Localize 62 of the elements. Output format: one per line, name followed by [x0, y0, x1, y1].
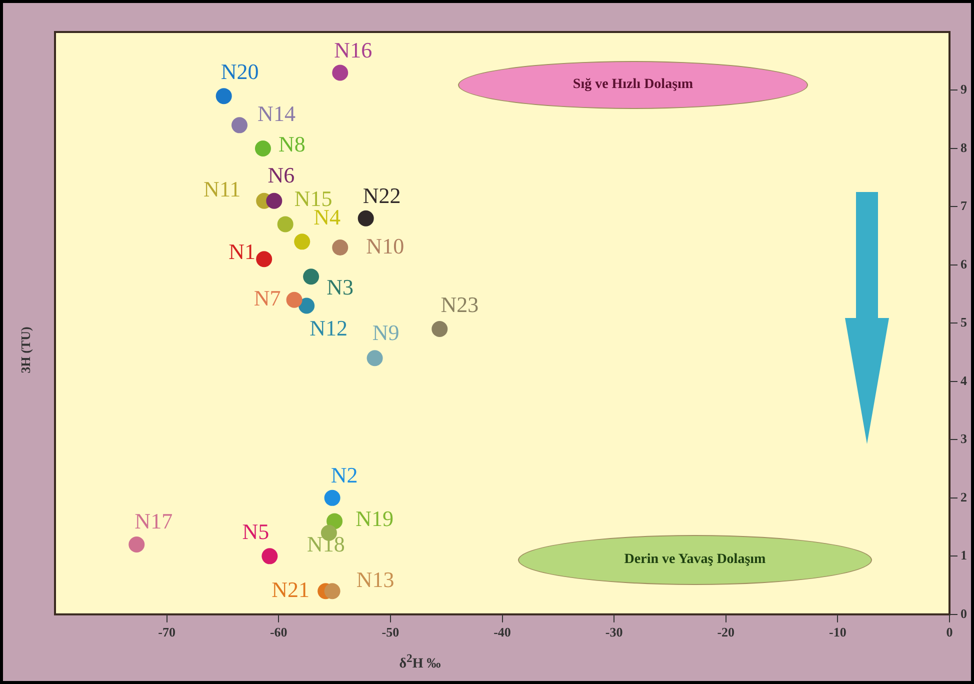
series-label: N7: [254, 286, 281, 311]
series-label: N22: [362, 183, 401, 208]
point: [286, 292, 302, 308]
y-tick-label: 7: [960, 198, 968, 214]
series-label: N5: [242, 518, 270, 544]
x-axis-title: δ$^{2}$H ‰: [398, 652, 442, 673]
point: [266, 192, 282, 209]
point: [324, 490, 340, 506]
x-tick-label: -20: [717, 624, 735, 640]
x-tick-label: -30: [605, 624, 623, 640]
point: [366, 350, 383, 366]
y-tick-label: 0: [960, 606, 967, 621]
point: [254, 140, 271, 156]
series-label: N16: [334, 38, 372, 63]
y-tick-label: 4: [960, 372, 968, 388]
point: [294, 234, 310, 250]
x-tick-label: 0: [946, 624, 953, 640]
y-tick-label: 1: [960, 548, 967, 563]
point: [324, 583, 340, 600]
y-tick-label: 9: [960, 82, 968, 97]
series-label: N2: [330, 462, 358, 488]
point: [256, 251, 272, 268]
x-tick-label: -70: [158, 624, 176, 640]
point: [231, 117, 248, 134]
series-label: N19: [356, 506, 394, 531]
point: [332, 64, 348, 81]
series-label: N23: [440, 292, 479, 317]
point: [298, 298, 315, 314]
x-tick-label: -10: [829, 624, 846, 640]
series-label: N10: [366, 233, 404, 258]
y-tick-label: 8: [960, 140, 968, 155]
y-tick-label: 2: [960, 489, 967, 504]
point: [358, 210, 374, 226]
y-tick-label: 3: [960, 431, 968, 446]
series-label: N6: [268, 162, 295, 188]
series-label: N21: [272, 576, 310, 602]
series-label: N13: [356, 566, 394, 592]
point: [262, 548, 278, 564]
point: [432, 321, 448, 338]
point: [326, 513, 343, 530]
y-tick-label: 5: [960, 314, 968, 330]
series-label: N17: [134, 508, 173, 534]
series-label: N1: [228, 238, 256, 264]
point: [128, 536, 145, 553]
x-tick-label: -60: [270, 624, 288, 640]
series-label: N15: [294, 186, 332, 211]
y-axis-title: 3H (TU): [18, 326, 34, 376]
series-label: N12: [310, 316, 348, 341]
series-label: N8: [278, 131, 306, 156]
series-label: N14: [258, 100, 296, 126]
series-label: N18: [306, 532, 345, 557]
point: [277, 216, 294, 232]
series-label: N9: [372, 320, 400, 345]
y-tick-label: 6: [960, 256, 968, 272]
series-label: N20: [220, 58, 259, 84]
point: [216, 88, 232, 104]
series-label: N3: [326, 274, 354, 300]
point: [332, 239, 348, 256]
series-label: N11: [204, 176, 241, 202]
x-tick-label: -50: [382, 624, 400, 640]
x-tick-label: -40: [494, 624, 511, 640]
point: [303, 268, 320, 285]
